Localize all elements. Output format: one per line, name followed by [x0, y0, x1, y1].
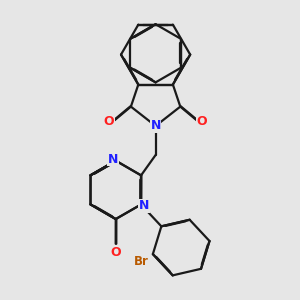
Text: N: N — [139, 200, 149, 212]
Text: Br: Br — [134, 255, 149, 268]
Text: O: O — [104, 115, 114, 128]
Text: N: N — [108, 153, 118, 166]
Text: N: N — [150, 119, 161, 133]
Text: O: O — [110, 246, 121, 259]
Text: O: O — [197, 115, 207, 128]
